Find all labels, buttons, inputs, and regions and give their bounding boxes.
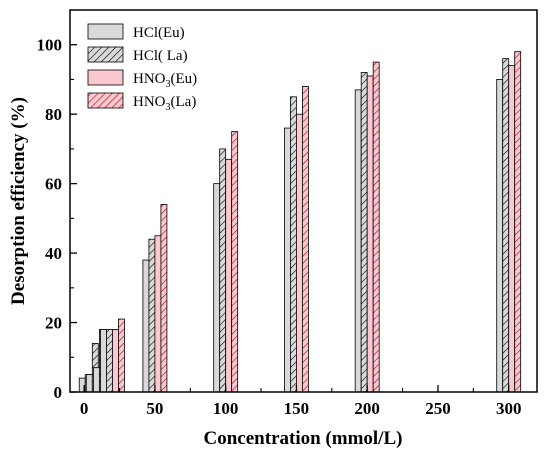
legend-swatch-3 [87,92,124,109]
y-tick-label-60: 60 [45,175,62,194]
y-tick-label-40: 40 [45,244,62,263]
legend-swatch-0 [87,23,124,40]
bar-hno3-eu--300 [508,65,516,393]
y-tick-label-0: 0 [54,383,63,402]
y-axis-title: Desorption efficiency (%) [8,97,29,305]
ticks: 0 50 100 150 200 250 300 0 20 40 60 80 100 [37,36,522,418]
bar-hcl-eu--300 [496,79,504,393]
y-tick-label-100: 100 [37,36,63,55]
legend-label-0: HCl(Eu) [133,25,185,41]
bar-hno3-eu--200 [366,75,374,393]
bar-hcl-eu--200 [354,89,362,393]
y-tick-label-20: 20 [45,314,62,333]
legend-swatch-1 [87,46,124,63]
legend-label-2: HNO3(Eu) [133,71,197,90]
bar-hcl-eu--15 [92,367,100,393]
legend-label-1: HCl( La) [133,48,188,64]
bar-hno3-eu--20 [112,329,119,393]
legend-label-3: HNO3(La) [133,94,196,113]
bar-hcl-eu--50 [142,259,150,393]
bar-hcl-la--50 [148,238,156,393]
bar-hcl-eu--150 [284,127,291,393]
bar-hcl-eu--20 [100,329,107,393]
x-tick-label-250: 250 [425,399,451,418]
bar-hno3-la--50 [160,204,168,393]
bar-hcl-eu--10 [85,374,93,393]
bar-hno3-eu--100 [225,158,233,393]
bar-hno3-la--200 [372,61,380,393]
x-axis-title: Concentration (mmol/L) [204,428,403,449]
bar-hno3-la--300 [514,51,522,393]
bar-hno3-la--20 [118,318,125,393]
bar-hno3-la--100 [231,131,239,393]
x-tick-label-100: 100 [213,399,239,418]
legend: HCl(Eu) HCl( La) HNO3(Eu) HNO3(La) [87,23,197,113]
x-tick-label-0: 0 [80,399,89,418]
bar-hcl-la--100 [219,148,227,393]
bar-hcl-la--150 [290,96,297,393]
y-tick-label-80: 80 [45,105,62,124]
bar-hcl-la--300 [502,58,510,393]
x-tick-label-300: 300 [496,399,522,418]
bar-hno3-eu--150 [296,113,303,393]
plot-frame [69,9,538,393]
bar-hcl-eu--100 [213,183,221,393]
bar-hno3-eu--50 [154,235,162,393]
x-tick-label-200: 200 [354,399,380,418]
bar-hcl-la--20 [106,329,113,393]
x-tick-label-150: 150 [284,399,310,418]
bar-hno3-la--150 [302,86,309,393]
x-tick-label-50: 50 [146,399,163,418]
legend-swatch-2 [87,69,124,86]
bar-hcl-la--200 [360,72,368,393]
